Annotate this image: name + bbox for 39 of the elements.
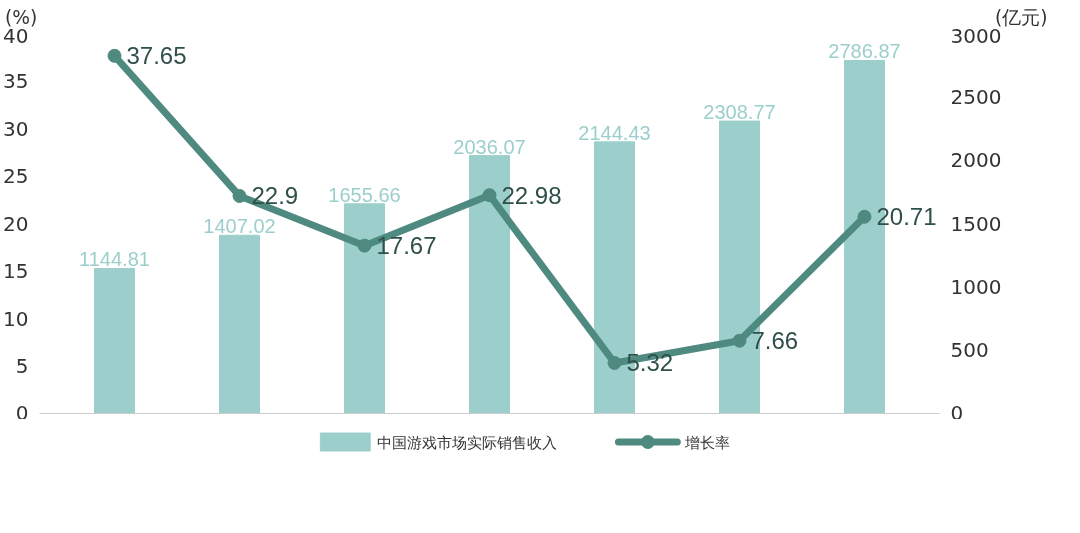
data-label: 20.71: [876, 203, 937, 231]
data-label: 2036.07: [453, 135, 526, 158]
y-tick-label: 10: [3, 306, 29, 331]
point: [482, 188, 497, 203]
y-tick-label: 20: [3, 211, 29, 236]
data-label: 1655.66: [328, 183, 401, 206]
point: [357, 238, 372, 253]
point: [732, 333, 747, 348]
data-label: 1144.81: [79, 248, 150, 271]
y-tick-label: 25: [3, 164, 29, 188]
y-tick-label: 35: [3, 69, 29, 93]
data-label: 2144.43: [578, 121, 651, 144]
data-label: 1407.02: [203, 215, 276, 238]
legend-label: 中国游戏市场实际销售收入: [377, 433, 558, 451]
y2-tick-label: 1500: [950, 211, 1002, 236]
y2-tick-label: 2500: [950, 84, 1002, 109]
y-tick-label: 0: [15, 400, 29, 425]
y2-tick-label: 2000: [950, 148, 1002, 173]
y2-tick-label: 1000: [950, 274, 1002, 299]
point: [232, 188, 247, 203]
y2-tick-label: 500: [950, 338, 989, 363]
bar: [94, 267, 135, 414]
data-label: 37.65: [126, 42, 187, 70]
point: [107, 48, 122, 63]
data-label: 2786.87: [828, 40, 901, 63]
data-label: 2308.77: [703, 101, 776, 124]
y-axis-title: (%): [5, 6, 38, 28]
data-label: 17.67: [376, 232, 437, 260]
y2-tick-label: 0: [950, 400, 964, 425]
y-tick-label: 30: [3, 116, 29, 141]
data-label: 22.98: [501, 181, 562, 209]
bar: [219, 234, 260, 414]
data-label: 22.9: [251, 182, 299, 210]
data-label: 7.66: [751, 327, 799, 355]
y-tick-label: 15: [3, 259, 29, 283]
legend-label: 增长率: [683, 433, 730, 451]
point: [857, 209, 872, 224]
point: [607, 355, 622, 370]
y-tick-label: 5: [15, 354, 29, 378]
